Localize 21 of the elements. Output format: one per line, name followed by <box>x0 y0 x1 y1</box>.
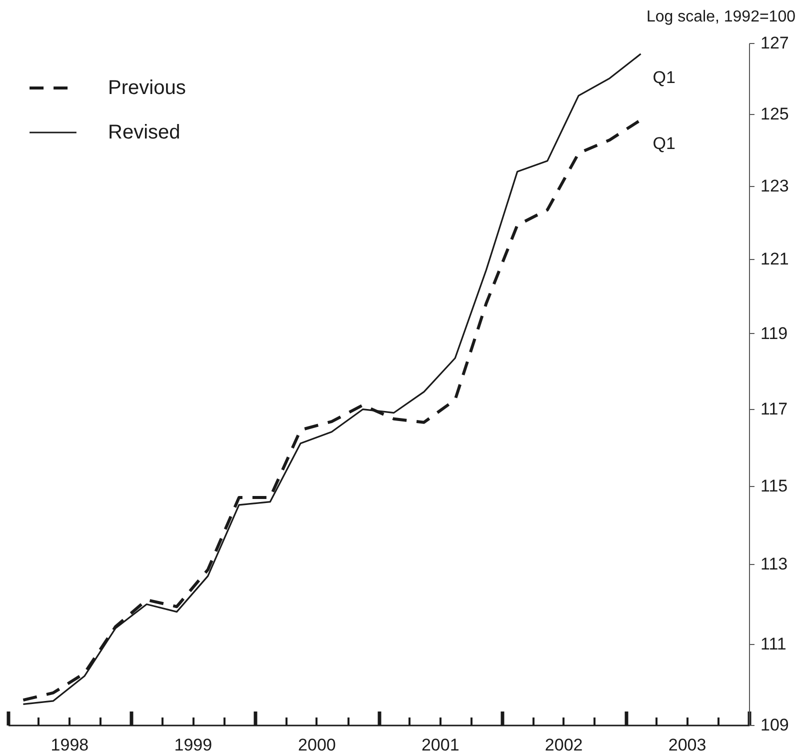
y-tick-label: 111 <box>760 634 786 654</box>
y-axis-title: Log scale, 1992=100 <box>646 8 796 26</box>
y-tick-label: 125 <box>760 104 789 124</box>
x-tick-label: 2003 <box>668 736 706 753</box>
y-tick-label: 127 <box>760 34 789 52</box>
x-tick-label: 2001 <box>421 736 460 753</box>
legend-label: Revised <box>108 122 180 144</box>
x-tick-label: 1998 <box>50 736 89 753</box>
x-tick-label: 1999 <box>174 736 212 753</box>
x-tick-label: 2000 <box>298 736 336 753</box>
y-tick-label: 123 <box>760 176 789 196</box>
y-tick-label: 115 <box>760 476 788 496</box>
y-tick-label: 117 <box>760 399 788 418</box>
annotation: Q1 <box>652 68 676 87</box>
legend-label: Previous <box>108 77 186 99</box>
y-tick-label: 109 <box>760 716 789 734</box>
y-tick-label: 121 <box>760 249 789 268</box>
y-tick-label: 113 <box>760 554 788 574</box>
annotation: Q1 <box>652 134 676 153</box>
y-tick-label: 119 <box>760 324 788 343</box>
x-tick-label: 2002 <box>544 736 583 753</box>
